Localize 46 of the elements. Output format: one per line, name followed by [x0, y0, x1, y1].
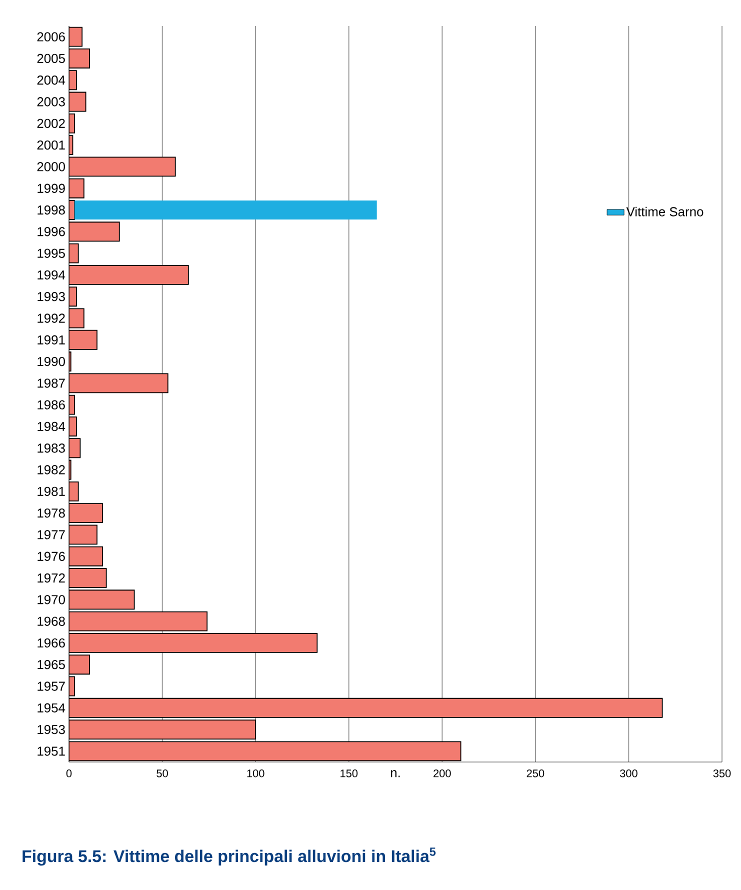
y-tick-label: 1996 [38, 227, 65, 236]
y-tick-label: 1999 [38, 184, 65, 193]
y-tick-label: 1953 [38, 724, 65, 734]
y-tick-label: 1982 [38, 465, 65, 474]
legend-label: Vittime Sarno [626, 206, 704, 216]
y-tick-label: 2004 [37, 76, 66, 85]
y-tick-label: 2002 [37, 118, 65, 128]
y-tick-label: 1992 [38, 314, 65, 323]
y-tick-label: 1987 [38, 378, 65, 388]
y-tick-label: 1994 [38, 270, 66, 280]
x-tick-label: 350 [713, 770, 731, 778]
x-tick-label: 50 [156, 770, 168, 778]
y-tick-label: 1965 [38, 660, 65, 670]
y-tick-label: 1981 [38, 486, 65, 496]
y-tick-label: 1966 [38, 638, 65, 648]
y-tick-label: 1998 [38, 205, 65, 215]
x-tick-label: 300 [620, 770, 638, 778]
y-tick-label: 1972 [38, 573, 65, 583]
y-tick-label: 1990 [38, 356, 65, 366]
x-tick-label: 100 [247, 770, 264, 778]
y-tick-label: 2001 [37, 140, 65, 150]
y-tick-label: 2000 [37, 162, 65, 172]
y-tick-label: 1995 [38, 248, 65, 258]
x-tick-label: 150 [340, 770, 358, 778]
y-tick-label: 2006 [37, 32, 65, 42]
x-tick-label: 250 [526, 770, 544, 778]
y-tick-label: 1978 [38, 508, 65, 518]
bar [74, 200, 377, 220]
y-tick-label: 1970 [38, 595, 65, 604]
y-tick-label: 1954 [38, 703, 66, 712]
y-tick-label: 1976 [38, 552, 65, 561]
y-tick-label: 1977 [38, 530, 65, 540]
x-tick-label: 0 [66, 770, 72, 778]
y-tick-label: 2003 [37, 97, 65, 106]
y-tick-label: 1968 [38, 616, 65, 626]
x-axis-title: n. [390, 770, 400, 778]
y-tick-label: 1991 [38, 335, 65, 344]
y-tick-label: 1984 [38, 422, 66, 432]
y-tick-label: 1951 [38, 746, 65, 756]
y-tick-label: 1993 [38, 292, 65, 302]
y-tick-label: 1983 [38, 444, 65, 453]
y-tick-label: 1957 [38, 682, 65, 691]
x-tick-label: 200 [434, 770, 451, 778]
text: Figura 5.5: Vittime delle principali alluvioni in Italia$^{5}$ [22, 848, 436, 866]
y-tick-label: 2005 [37, 54, 65, 64]
y-tick-label: 1986 [38, 400, 65, 410]
